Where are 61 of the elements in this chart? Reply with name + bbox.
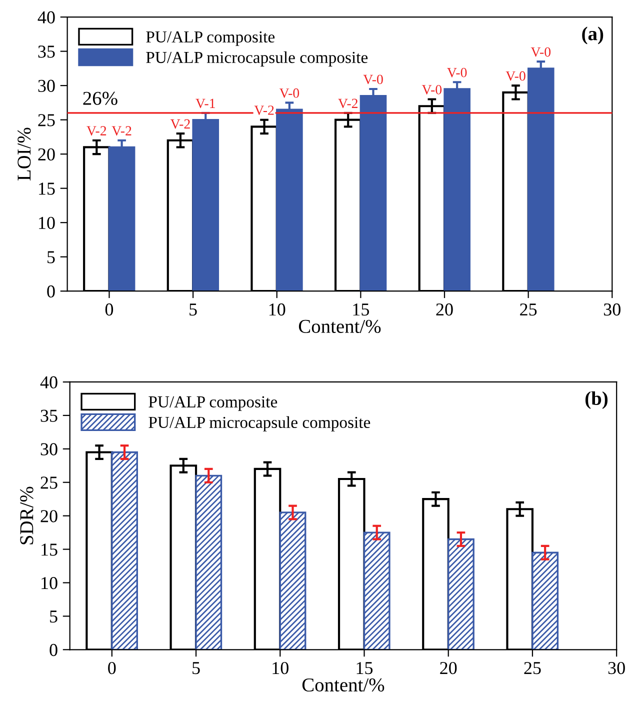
y-tick-label: 30: [40, 443, 58, 456]
y-tick-label: 40: [40, 376, 58, 388]
x-tick-label: 15: [353, 304, 369, 316]
annotation: (a): [582, 26, 604, 44]
x-tick-label: 0: [105, 303, 114, 316]
x-tick-label: 25: [520, 303, 537, 316]
data-label: V-2: [112, 126, 132, 136]
y-tick-label: 15: [39, 182, 55, 195]
y-tick-label: 25: [38, 114, 55, 126]
data-label: V-0: [363, 74, 383, 84]
data-label: V-2: [170, 119, 190, 129]
bar: [448, 538, 474, 650]
data-label: V-2: [86, 126, 106, 136]
x-axis-title: Content/%: [302, 678, 384, 692]
data-label: V-1: [196, 98, 215, 108]
x-axis-title: Content/%: [298, 320, 381, 334]
y-axis-title: LOI/%: [18, 128, 31, 181]
x-tick-label: 10: [269, 303, 286, 316]
legend-label: PU/ALP microcapsule composite: [148, 416, 370, 432]
y-tick-label: 20: [38, 148, 55, 161]
y-tick-label: 0: [47, 285, 55, 298]
y-tick-label: 5: [50, 610, 58, 623]
bar: [111, 451, 138, 650]
x-tick-label: 20: [436, 303, 453, 316]
data-label: V-0: [422, 85, 442, 94]
legend-label: PU/ALP composite: [148, 396, 278, 411]
x-tick-label: 30: [604, 303, 620, 316]
y-tick-label: 0: [50, 644, 58, 656]
x-tick-label: 5: [190, 304, 197, 316]
y-axis-title: SDR/%: [20, 486, 34, 544]
y-tick-label: 15: [42, 544, 58, 556]
ref-line-label: 26%: [83, 92, 118, 105]
data-label: V-2: [338, 98, 358, 108]
y-tick-label: 35: [38, 46, 55, 58]
x-tick-label: 30: [608, 662, 625, 674]
y-tick-label: 25: [40, 476, 58, 489]
data-label: V-0: [447, 68, 467, 78]
bar: [363, 532, 390, 650]
x-tick-label: 25: [524, 662, 541, 674]
bar: [279, 512, 306, 650]
x-tick-label: 15: [356, 662, 373, 674]
bar: [532, 552, 559, 650]
y-tick-label: 30: [38, 80, 55, 92]
y-tick-label: 20: [40, 510, 58, 522]
y-tick-label: 10: [42, 576, 58, 590]
data-label: V-2: [254, 106, 274, 116]
y-tick-label: 40: [38, 11, 55, 24]
y-tick-label: 35: [40, 410, 58, 422]
data-label: V-0: [279, 88, 300, 98]
x-tick-label: 20: [440, 662, 457, 674]
y-tick-label: 5: [48, 251, 55, 264]
legend-label: PU/ALP microcapsule composite: [146, 51, 368, 66]
legend-label: PU/ALP composite: [146, 31, 275, 46]
annotation: (b): [585, 391, 608, 409]
bar: [195, 474, 222, 650]
data-label: V-0: [506, 71, 526, 81]
x-tick-label: 5: [192, 662, 200, 674]
x-tick-label: 0: [108, 662, 116, 674]
x-tick-label: 10: [272, 662, 288, 674]
y-tick-label: 10: [39, 216, 55, 230]
data-label: V-0: [530, 47, 551, 57]
